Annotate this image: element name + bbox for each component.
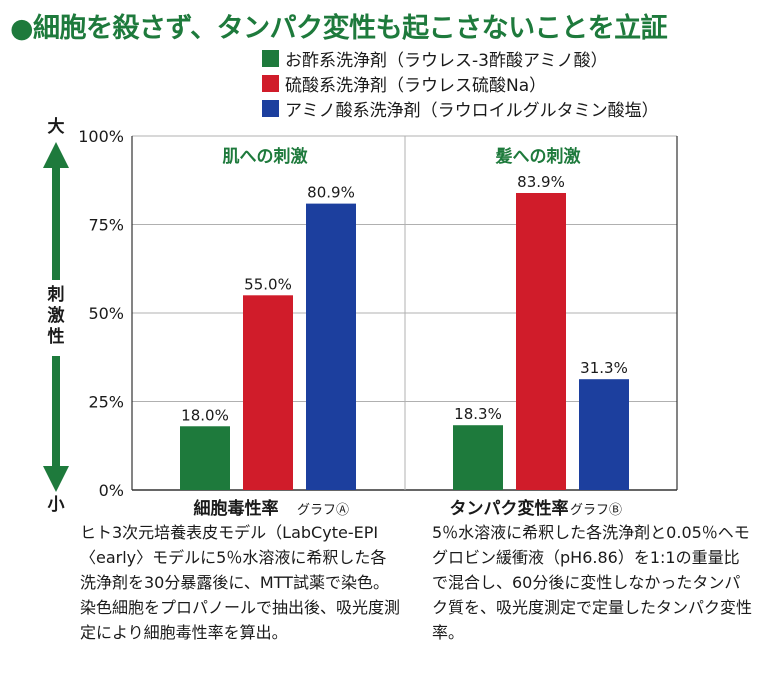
- bar: [306, 203, 356, 490]
- legend-swatch: [262, 100, 279, 117]
- axis-label-high: 大: [48, 116, 65, 137]
- x-category-label: タンパク変性率: [450, 498, 569, 519]
- y-tick-label: 100%: [78, 127, 124, 146]
- graph-tag: グラフⒷ: [570, 503, 622, 518]
- bar: [579, 379, 629, 490]
- group-annotation: 髪への刺激: [495, 146, 581, 167]
- data-label: 83.9%: [517, 173, 565, 191]
- bar: [516, 192, 566, 490]
- axis-label-low: 小: [48, 495, 65, 515]
- chart-a-description: ヒト3次元培養表皮モデル（LabCyte-EPI〈early〉モデルに5％水溶液…: [80, 523, 401, 642]
- data-label: 31.3%: [580, 359, 628, 377]
- y-tick-label: 50%: [88, 304, 124, 323]
- group-annotation: 肌への刺激: [223, 146, 308, 167]
- legend-swatch: [262, 50, 279, 67]
- y-tick-label: 75%: [88, 216, 124, 235]
- graph-tag: グラフⒶ: [297, 503, 349, 518]
- page-title: ●細胞を殺さず、タンパク変性も起こさないことを立証: [10, 13, 668, 44]
- chart-b-description: 5％水溶液に希釈した各洗浄剤と0.05％ヘモグロビン緩衝液（pH6.86）を1:…: [432, 523, 753, 642]
- bar: [180, 426, 230, 490]
- data-label: 18.0%: [181, 406, 229, 424]
- legend-label: アミノ酸系洗浄剤（ラウロイルグルタミン酸塩）: [285, 101, 659, 121]
- bar: [243, 295, 293, 490]
- chart-legend: お酢系洗浄剤（ラウレス-3酢酸アミノ酸） 硫酸系洗浄剤（ラウレス硫酸Na） アミ…: [262, 46, 659, 121]
- arrow-up-head: [43, 142, 69, 168]
- arrow-upper-shaft: [52, 166, 60, 280]
- arrow-lower-shaft: [52, 356, 60, 468]
- legend-item: アミノ酸系洗浄剤（ラウロイルグルタミン酸塩）: [262, 96, 659, 121]
- data-label: 55.0%: [244, 275, 292, 293]
- axis-label-char: 性: [48, 326, 65, 347]
- legend-label: 硫酸系洗浄剤（ラウレス硫酸Na）: [285, 76, 547, 96]
- bar-chart: 0% 25% 50% 75% 100% 大小 刺激性 18.0% 55.0% 80.9% 肌への刺激…: [43, 116, 678, 519]
- legend-swatch: [262, 75, 279, 92]
- y-tick-label: 0%: [99, 481, 124, 500]
- data-label: 18.3%: [454, 405, 502, 423]
- legend-item: お酢系洗浄剤（ラウレス-3酢酸アミノ酸）: [262, 46, 659, 71]
- legend-label: お酢系洗浄剤（ラウレス-3酢酸アミノ酸）: [285, 51, 608, 71]
- axis-label-char: 刺: [48, 284, 65, 305]
- data-label: 80.9%: [307, 184, 355, 202]
- arrow-down-head: [43, 466, 69, 492]
- legend-item: 硫酸系洗浄剤（ラウレス硫酸Na）: [262, 71, 659, 96]
- x-category-label: 細胞毒性率: [194, 498, 279, 519]
- axis-label-char: 激: [48, 305, 65, 326]
- y-tick-label: 25%: [88, 393, 124, 412]
- bar: [453, 425, 503, 490]
